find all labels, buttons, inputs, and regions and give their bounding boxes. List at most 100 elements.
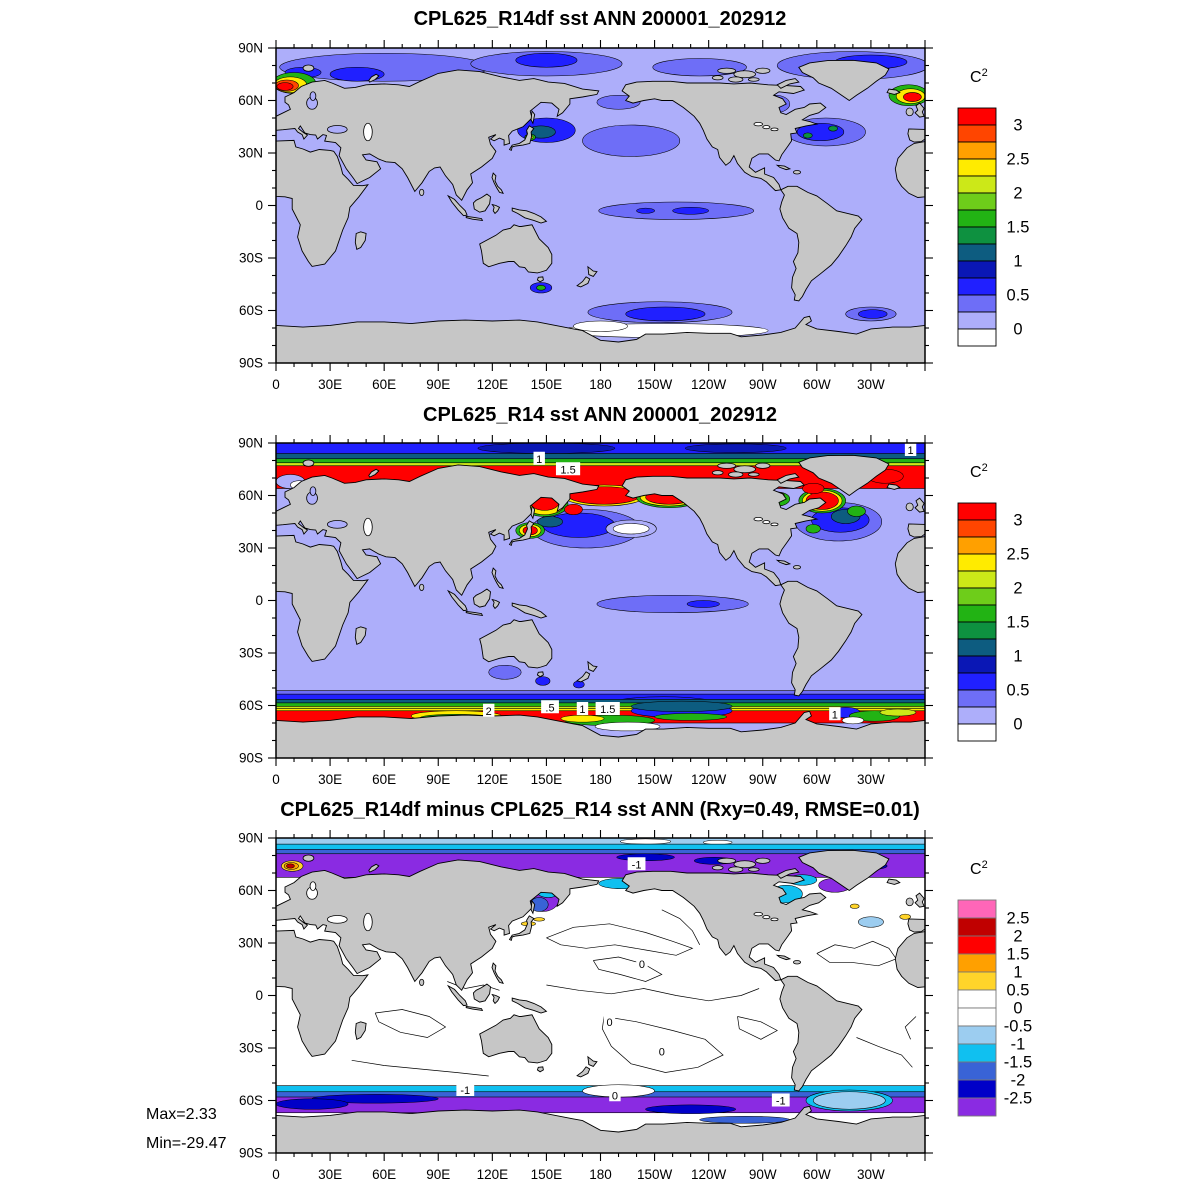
contour-blob (612, 523, 650, 535)
island (792, 170, 802, 175)
lon-tick-label: 0 (272, 772, 280, 787)
contour-blob (849, 903, 860, 909)
island (755, 67, 771, 74)
landmass (530, 504, 536, 520)
lon-tick-label: 30E (318, 1167, 342, 1182)
landmass (491, 962, 504, 984)
colorbar-units-label: C2 (970, 67, 988, 86)
landmass (894, 536, 925, 593)
landmass (776, 868, 800, 879)
colorbar-tick-label: -2 (1011, 1072, 1026, 1090)
colorbar-tick-label: 1 (1013, 253, 1022, 271)
lat-tick-label: 90S (239, 751, 263, 766)
landmass (491, 993, 501, 1005)
contour-blob (620, 838, 672, 845)
lon-tick-label: 30E (318, 772, 342, 787)
lon-tick-label: 60W (803, 1167, 831, 1182)
lat-tick-label: 90N (238, 831, 263, 846)
axis-ticks (268, 40, 933, 371)
inland-sea (326, 125, 348, 134)
contour-blob (276, 1098, 349, 1110)
contour-label: 1.5 (555, 462, 581, 476)
lon-tick-label: 120W (691, 1167, 727, 1182)
lon-tick-label: 60W (803, 772, 831, 787)
lake (363, 122, 373, 142)
contour-blob (533, 917, 545, 922)
island (733, 860, 756, 869)
lon-tick-label: 120E (477, 1167, 509, 1182)
contour-label: 0 (609, 1088, 621, 1102)
colorbar-tick-label: 1 (1013, 964, 1022, 982)
island (792, 565, 802, 570)
contour-blob (828, 125, 838, 132)
landmass (576, 1066, 591, 1078)
svg-text:-1: -1 (632, 859, 642, 871)
colorbar-tick-label: -0.5 (1004, 1018, 1032, 1036)
island (302, 64, 315, 72)
landmass (914, 497, 925, 513)
contour-blob (286, 863, 295, 869)
colorbar-tick-label: -2.5 (1004, 1090, 1032, 1108)
contour-blob (812, 1091, 886, 1110)
island (905, 107, 914, 117)
landmass (894, 931, 925, 988)
contour-band (276, 1096, 925, 1114)
landmass (776, 473, 800, 484)
island (419, 188, 425, 196)
lat-tick-label: 60S (239, 698, 263, 713)
colorbar-units-label: C2 (970, 462, 988, 481)
field-stats: Max=2.33 Min=-29.47 (146, 1100, 227, 1158)
landmass (465, 610, 484, 616)
contour-label: 1 (576, 702, 589, 716)
contour-blob (652, 58, 747, 77)
colorbar: 2.521.510.50-0.5-1-1.5-2-2.5 C2 (957, 859, 1032, 1117)
contour-blob (686, 600, 720, 608)
contour-blob (564, 503, 583, 516)
landmass (886, 88, 901, 95)
landmass (576, 276, 591, 288)
contour-label: .5 (541, 700, 559, 714)
lake (753, 516, 763, 522)
min-value-label: Min=-29.47 (146, 1135, 227, 1152)
colorbar-tick-label: 2 (1013, 580, 1022, 598)
contour-blob (858, 309, 888, 319)
contour-blob (488, 664, 522, 680)
lake (762, 915, 771, 920)
landmass (276, 1105, 925, 1153)
landmass (886, 878, 901, 885)
landmass (511, 207, 548, 224)
landmass (491, 567, 504, 589)
axis-ticks (268, 435, 933, 766)
inland-sea (309, 881, 317, 891)
landmass (894, 141, 925, 198)
contour-blob (582, 124, 681, 157)
contour-blob (625, 306, 706, 322)
landmass (587, 1055, 598, 1067)
contour-label: 1 (829, 707, 841, 721)
lon-tick-label: 60E (372, 1167, 396, 1182)
landmass (530, 899, 536, 915)
island (755, 462, 771, 469)
contour-blob (630, 700, 733, 712)
landmass (536, 276, 544, 283)
contour-label: -1 (627, 857, 646, 871)
lat-tick-label: 30N (238, 146, 263, 161)
colorbar-tick-label: 0 (1013, 1000, 1022, 1018)
svg-text:0: 0 (639, 959, 645, 971)
lake (363, 912, 373, 932)
svg-text:0: 0 (612, 1090, 618, 1102)
colorbar: 3 2.5 2 1.5 1 0.5 0 C2 (957, 462, 1029, 742)
lon-tick-label: 90E (426, 1167, 450, 1182)
lon-tick-label: 90W (749, 377, 777, 392)
contour-label: 0 (636, 957, 648, 971)
landmass (536, 671, 544, 678)
colorbar-tick-label: 1 (1013, 648, 1022, 666)
inland-sea (326, 915, 348, 924)
landmass (907, 918, 925, 933)
zero-contour-line (661, 909, 701, 945)
contour-label: 0 (603, 1014, 616, 1029)
landmass (914, 892, 925, 908)
landmass (446, 194, 468, 217)
island (747, 472, 760, 477)
lon-tick-label: 120E (477, 772, 509, 787)
